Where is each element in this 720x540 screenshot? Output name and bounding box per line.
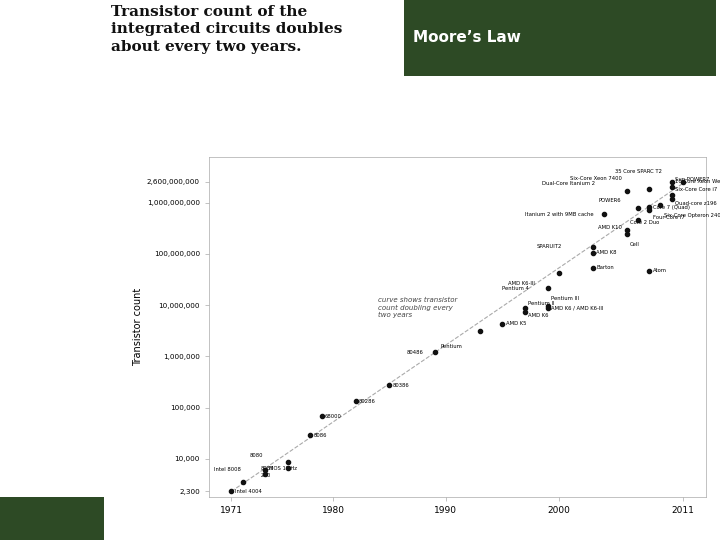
Point xyxy=(282,464,294,472)
Text: Intel 4004: Intel 4004 xyxy=(235,489,261,494)
Text: AMD K8: AMD K8 xyxy=(596,250,616,255)
Point xyxy=(384,381,395,389)
Point xyxy=(621,226,632,234)
Text: AMD K5: AMD K5 xyxy=(505,321,526,326)
Point xyxy=(541,284,553,293)
Point xyxy=(621,186,632,195)
Text: Six-Core Opteron 2400: Six-Core Opteron 2400 xyxy=(664,213,720,218)
Text: Cell: Cell xyxy=(630,242,640,247)
Point xyxy=(598,210,610,219)
Text: 8085: 8085 xyxy=(261,466,274,471)
Point xyxy=(678,177,689,186)
Point xyxy=(666,191,678,200)
Text: Transistor count of the
integrated circuits doubles
about every two years.: Transistor count of the integrated circu… xyxy=(111,4,342,54)
Point xyxy=(282,458,294,467)
Point xyxy=(632,215,644,224)
Text: 80286: 80286 xyxy=(359,399,376,403)
Text: Barton: Barton xyxy=(596,265,614,270)
Point xyxy=(621,230,632,239)
Point xyxy=(541,303,553,312)
Point xyxy=(587,242,598,251)
Text: Quad-core z196: Quad-core z196 xyxy=(675,200,717,206)
Text: 80386: 80386 xyxy=(393,382,410,388)
Point xyxy=(541,302,553,310)
Text: AMD K6 / AMD K6-III: AMD K6 / AMD K6-III xyxy=(551,306,603,310)
Text: 8080: 8080 xyxy=(250,453,263,458)
Point xyxy=(587,248,598,257)
Text: Six-Core Xeon 7400: Six-Core Xeon 7400 xyxy=(570,176,622,181)
Bar xyxy=(405,0,716,76)
Point xyxy=(519,303,531,312)
Point xyxy=(654,201,666,210)
Text: 80486: 80486 xyxy=(406,350,423,355)
Text: Z80: Z80 xyxy=(261,472,271,477)
Text: 8086: 8086 xyxy=(314,433,328,437)
Point xyxy=(644,203,655,212)
Text: 68000: 68000 xyxy=(325,414,342,418)
Text: Dual-Core Itanium 2: Dual-Core Itanium 2 xyxy=(542,180,595,186)
Text: 10-Core Xeon Westmere EX: 10-Core Xeon Westmere EX xyxy=(675,179,720,184)
Text: Pentium II: Pentium II xyxy=(528,301,555,306)
Point xyxy=(259,470,271,478)
Text: Four-Core i7: Four-Core i7 xyxy=(652,215,684,220)
Bar xyxy=(0,497,104,540)
Text: SPARUIT2: SPARUIT2 xyxy=(536,244,562,249)
Text: AMD K10: AMD K10 xyxy=(598,225,622,230)
Text: Six-Core Core i7: Six-Core Core i7 xyxy=(675,187,717,192)
Point xyxy=(305,431,316,440)
Text: Pentium 4: Pentium 4 xyxy=(503,286,529,291)
Text: Core 2 Duo: Core 2 Duo xyxy=(630,220,660,225)
Text: Intel 8008: Intel 8008 xyxy=(214,467,240,472)
Text: Core 7 (Quad): Core 7 (Quad) xyxy=(652,205,690,210)
Point xyxy=(519,307,531,316)
Point xyxy=(632,204,644,212)
Text: POWER6: POWER6 xyxy=(598,198,621,203)
Point xyxy=(644,205,655,214)
Text: AMD K6: AMD K6 xyxy=(528,313,549,318)
Text: curve shows transistor
count doubling every
two years: curve shows transistor count doubling ev… xyxy=(378,298,457,318)
Text: AMD K6-III: AMD K6-III xyxy=(508,281,535,286)
Point xyxy=(237,478,248,487)
Text: Itanium 2 with 9MB cache: Itanium 2 with 9MB cache xyxy=(525,212,593,217)
Point xyxy=(587,263,598,272)
Point xyxy=(497,320,508,328)
Point xyxy=(259,465,271,474)
Y-axis label: Transistor count: Transistor count xyxy=(132,288,143,366)
Point xyxy=(666,183,678,192)
Text: Sun POWER7: Sun POWER7 xyxy=(675,177,709,182)
Text: MOS 1MHz: MOS 1MHz xyxy=(269,467,297,471)
Point xyxy=(644,266,655,275)
Text: Pentium: Pentium xyxy=(440,344,462,349)
Text: Pentium III: Pentium III xyxy=(551,296,579,301)
Point xyxy=(429,348,441,356)
Point xyxy=(644,184,655,193)
Text: Moore’s Law: Moore’s Law xyxy=(413,30,521,45)
Point xyxy=(316,412,328,421)
Point xyxy=(350,397,361,406)
Text: Atom: Atom xyxy=(652,268,667,273)
Point xyxy=(225,487,237,496)
Point xyxy=(666,177,678,186)
Point xyxy=(553,269,564,278)
Point xyxy=(474,327,485,335)
Point xyxy=(666,195,678,204)
Text: 35 Core SPARC T2: 35 Core SPARC T2 xyxy=(616,169,662,174)
